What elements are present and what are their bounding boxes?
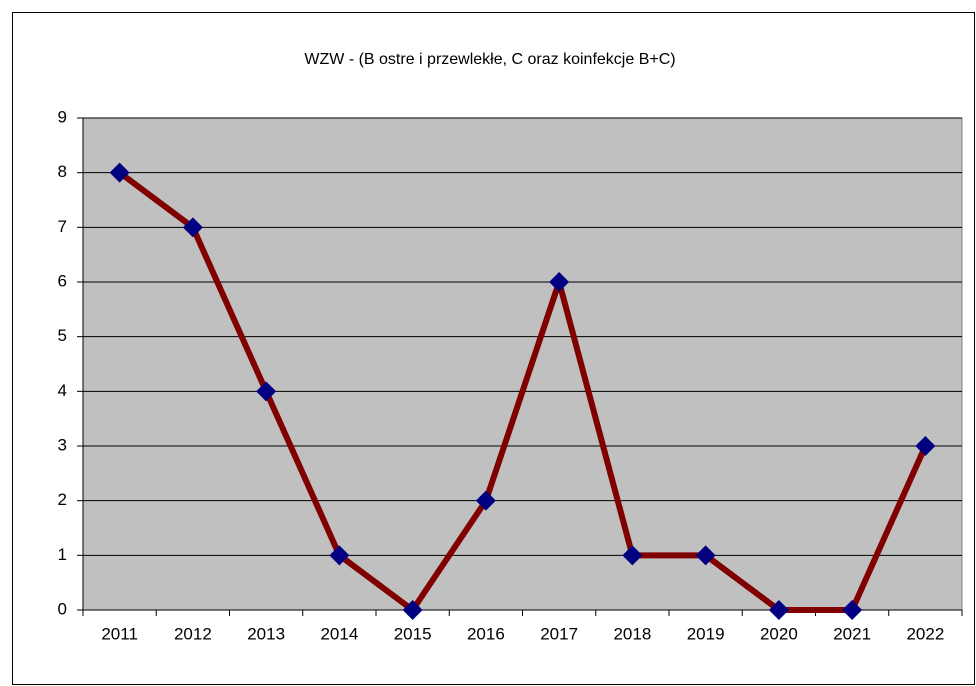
data-marker [915, 436, 936, 456]
y-tick-label: 5 [58, 326, 67, 345]
x-tick-label: 2015 [394, 624, 432, 643]
x-tick-label: 2019 [687, 624, 725, 643]
y-tick-label: 3 [58, 435, 67, 454]
x-tick-label: 2013 [247, 624, 285, 643]
y-tick-label: 6 [58, 271, 67, 290]
y-tick-label: 1 [58, 545, 67, 564]
data-marker [329, 545, 350, 566]
plot-area [82, 117, 963, 611]
y-tick-label: 4 [58, 381, 67, 400]
data-line [117, 170, 929, 613]
y-tick-label: 2 [58, 490, 67, 509]
data-marker [256, 381, 277, 402]
x-tick-label: 2021 [833, 624, 871, 643]
y-tick-label: 8 [58, 162, 67, 181]
x-tick-label: 2012 [174, 624, 212, 643]
data-marker [549, 272, 570, 292]
chart-title: WZW - (B ostre i przewlekłe, C oraz koin… [304, 51, 675, 68]
y-tick-label: 7 [58, 217, 67, 236]
data-marker [768, 600, 789, 620]
x-tick-label: 2022 [906, 624, 944, 643]
data-marker [109, 162, 130, 183]
x-tick-label: 2017 [540, 624, 578, 643]
x-tick-label: 2016 [467, 624, 505, 643]
data-marker [182, 217, 203, 238]
x-tick-label: 2011 [101, 624, 138, 643]
x-tick-label: 2020 [760, 624, 798, 643]
data-marker [842, 600, 863, 620]
data-marker [695, 545, 716, 566]
y-tick-label: 0 [58, 599, 67, 618]
x-tick-label: 2018 [613, 624, 651, 643]
data-marker [402, 600, 423, 620]
data-marker [622, 545, 643, 566]
x-tick-label: 2014 [320, 624, 358, 643]
y-tick-label: 9 [58, 107, 67, 126]
data-marker [475, 490, 496, 511]
